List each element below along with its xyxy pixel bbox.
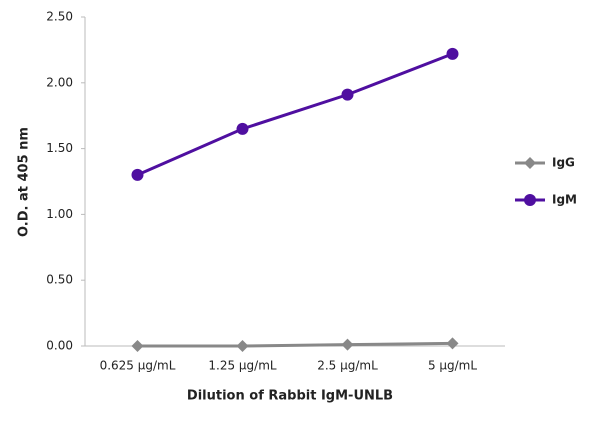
series-line [136,52,454,177]
y-tick-label: 2.00 [46,75,73,89]
x-tick-label: 1.25 µg/mL [208,359,277,373]
x-tick-label: 2.5 µg/mL [317,359,378,373]
y-tick-label: 1.50 [46,141,73,155]
legend-marker [524,194,536,206]
y-tick-label: 0.00 [46,339,73,353]
data-point [446,337,459,350]
data-point [341,88,354,101]
y-tick-label: 0.50 [46,273,73,287]
data-point [341,338,354,351]
y-tick-label: 2.50 [46,10,73,24]
y-axis-title: O.D. at 405 nm [17,127,32,237]
data-point [236,340,249,352]
x-tick-label: 5 µg/mL [428,359,477,373]
x-axis-title: Dilution of Rabbit IgM-UNLB [187,389,393,404]
x-tick-label: 0.625 µg/mL [100,359,176,373]
legend-label: IgM [552,193,577,207]
data-point [236,122,249,135]
legend-label: IgG [552,156,575,170]
data-point [446,47,459,60]
series-line [137,341,453,348]
data-point [131,168,144,181]
y-tick-label: 1.00 [46,207,73,221]
legend-marker [524,157,536,169]
data-point [131,340,144,352]
